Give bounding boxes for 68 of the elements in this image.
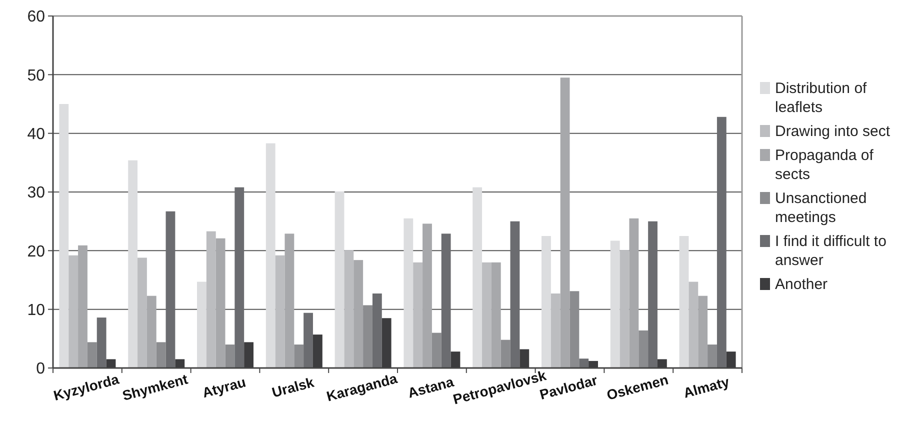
bar: [363, 305, 372, 368]
bar: [266, 143, 276, 368]
y-tick-label: 30: [27, 184, 46, 202]
bar: [344, 250, 354, 368]
bar: [372, 293, 382, 368]
bar: [334, 191, 344, 368]
bar: [638, 330, 648, 368]
y-tick-label: 10: [27, 302, 46, 319]
legend-label: Unsanctioned meetings: [775, 190, 867, 226]
bar: [482, 262, 492, 368]
bar: [579, 358, 589, 368]
bar: [284, 234, 294, 368]
x-tick-label: Atyrau: [200, 374, 248, 401]
bar: [698, 296, 708, 368]
bar: [128, 160, 138, 368]
legend-label: Another: [775, 276, 828, 293]
legend-label: I find it difficult to answer: [775, 233, 886, 269]
bar: [68, 255, 78, 368]
bar: [648, 221, 658, 368]
x-tick-label: Uralsk: [270, 374, 316, 400]
bar: [472, 187, 482, 368]
bar: [304, 312, 313, 368]
legend-label: Distribution of leaflets: [775, 80, 868, 116]
bar: [138, 258, 147, 368]
bar: [404, 218, 414, 368]
bar: [679, 236, 689, 368]
bar: [441, 234, 451, 368]
y-tick-label: 40: [27, 126, 46, 143]
y-tick-label: 60: [27, 8, 46, 26]
bar: [59, 104, 69, 368]
bar: [542, 236, 551, 368]
bar: [96, 318, 106, 368]
y-tick-label: 0: [36, 360, 46, 378]
legend-label: Drawing into sect: [775, 123, 891, 140]
bar: [491, 262, 501, 368]
legend-label: Propaganda of sects: [775, 147, 874, 183]
bar: [87, 342, 97, 368]
bar: [413, 262, 423, 368]
bar: [197, 282, 206, 368]
bar: [206, 231, 216, 368]
x-tick-label: Oskemen: [604, 371, 670, 404]
bar: [166, 211, 176, 368]
bar: [216, 238, 226, 368]
bar: [570, 291, 580, 368]
bar: [225, 344, 235, 368]
bar: [716, 116, 726, 368]
bar: [550, 293, 560, 368]
bar: [610, 240, 620, 368]
y-tick-label: 50: [27, 67, 46, 84]
bar: [560, 78, 570, 368]
bar: [708, 344, 717, 368]
bar: [688, 282, 698, 368]
bar: [354, 260, 364, 368]
bar: [294, 344, 304, 368]
bar: [510, 221, 520, 368]
bar: [275, 255, 285, 368]
bar: [629, 218, 639, 368]
bar: [500, 340, 510, 368]
bar: [234, 187, 244, 368]
bar: [432, 332, 442, 368]
bar: [422, 224, 432, 368]
bar: [620, 250, 630, 368]
x-tick-label: Almaty: [682, 373, 732, 401]
bar: [156, 342, 166, 368]
y-tick-label: 20: [27, 243, 46, 260]
bar: [146, 296, 156, 368]
bar: [78, 245, 88, 368]
x-tick-label: Astana: [406, 373, 456, 401]
